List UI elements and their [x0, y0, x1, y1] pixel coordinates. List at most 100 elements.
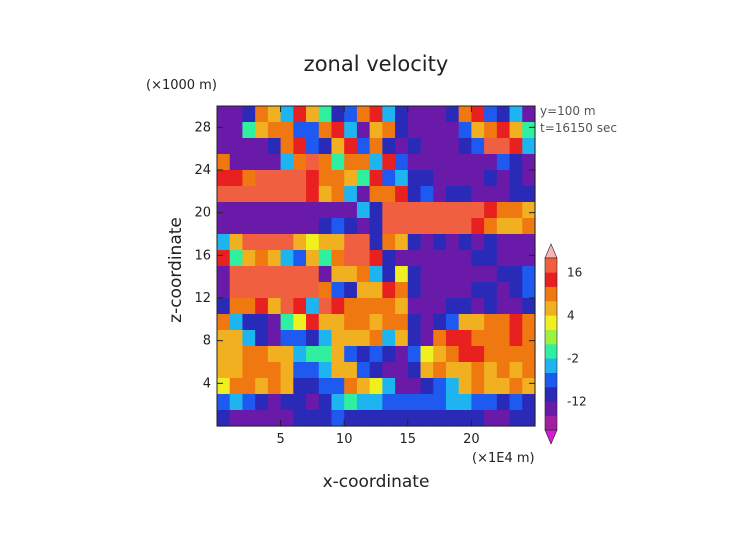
heatmap-cell [433, 330, 447, 347]
heatmap-cell [382, 346, 396, 363]
heatmap-cell [242, 282, 256, 299]
heatmap-cell [458, 154, 472, 171]
heatmap-cell [433, 186, 447, 203]
heatmap-cell [522, 138, 536, 155]
heatmap-cell [369, 234, 383, 251]
heatmap-cell [344, 314, 358, 331]
heatmap-cell [369, 170, 383, 187]
heatmap-cell [407, 282, 422, 299]
x-tick-label: 10 [336, 432, 353, 447]
heatmap-cell [522, 154, 536, 171]
heatmap-cell [369, 250, 383, 267]
heatmap-cell [382, 266, 396, 283]
heatmap-cell [229, 154, 244, 171]
heatmap-cell [522, 378, 536, 395]
heatmap-cell [229, 362, 244, 379]
heatmap-cell [395, 282, 409, 299]
heatmap-cell [267, 314, 282, 331]
heatmap-cell [458, 394, 472, 411]
heatmap-cell [318, 106, 333, 123]
heatmap-cell [331, 378, 345, 395]
heatmap-cell [420, 154, 434, 171]
heatmap-cell [293, 410, 307, 427]
heatmap-cell [229, 218, 244, 235]
heatmap-cell [280, 298, 294, 315]
heatmap-cell [509, 330, 523, 347]
heatmap-cell [356, 106, 371, 123]
heatmap-cell [280, 202, 294, 219]
heatmap-cell [369, 154, 383, 171]
heatmap-cell [445, 218, 460, 235]
heatmap-cell [242, 218, 256, 235]
heatmap-cell [496, 378, 511, 395]
heatmap-cell [306, 218, 320, 235]
heatmap-cell [382, 122, 396, 139]
colorbar-segment [545, 344, 557, 359]
heatmap-field [217, 106, 536, 427]
heatmap-cell [306, 154, 320, 171]
heatmap-cell [267, 346, 282, 363]
heatmap-cell [382, 282, 396, 299]
colorbar-tick-label: -12 [567, 394, 587, 408]
heatmap-cell [484, 138, 498, 155]
heatmap-cell [484, 234, 498, 251]
heatmap-cell [318, 266, 333, 283]
y-tick-label: 16 [194, 248, 211, 263]
heatmap-cell [356, 202, 371, 219]
heatmap-cell [496, 410, 511, 427]
heatmap-cell [369, 266, 383, 283]
heatmap-cell [280, 314, 294, 331]
heatmap-cell [509, 170, 523, 187]
heatmap-cell [395, 154, 409, 171]
heatmap-cell [433, 154, 447, 171]
heatmap-cell [242, 410, 256, 427]
heatmap-cell [407, 266, 422, 283]
heatmap-cell [344, 202, 358, 219]
heatmap-cell [395, 330, 409, 347]
heatmap-cell [280, 250, 294, 267]
heatmap-cell [242, 234, 256, 251]
heatmap-cell [407, 122, 422, 139]
heatmap-cell [356, 138, 371, 155]
heatmap-cell [217, 362, 231, 379]
heatmap-cell [318, 250, 333, 267]
heatmap-cell [255, 170, 269, 187]
heatmap-cell [471, 250, 485, 267]
heatmap-cell [509, 202, 523, 219]
heatmap-cell [420, 410, 434, 427]
heatmap-cell [395, 266, 409, 283]
heatmap-cell [229, 314, 244, 331]
colorbar-tick-label: 16 [567, 265, 582, 279]
heatmap-cell [217, 330, 231, 347]
heatmap-cell [229, 266, 244, 283]
heatmap-cell [293, 218, 307, 235]
heatmap-cell [445, 282, 460, 299]
heatmap-cell [318, 186, 333, 203]
heatmap-cell [356, 266, 371, 283]
heatmap-cell [255, 346, 269, 363]
heatmap-cell [369, 394, 383, 411]
heatmap-cell [509, 234, 523, 251]
heatmap-cell [496, 330, 511, 347]
heatmap-cell [293, 234, 307, 251]
heatmap-cell [407, 330, 422, 347]
heatmap-cell [318, 202, 333, 219]
heatmap-cell [356, 122, 371, 139]
heatmap-cell [458, 106, 472, 123]
heatmap-cell [331, 186, 345, 203]
heatmap-cell [242, 154, 256, 171]
heatmap-cell [217, 122, 231, 139]
heatmap-cell [293, 282, 307, 299]
heatmap-cell [382, 410, 396, 427]
heatmap-cell [484, 266, 498, 283]
heatmap-cell [217, 266, 231, 283]
heatmap-cell [331, 202, 345, 219]
heatmap-cell [229, 202, 244, 219]
heatmap-cell [433, 218, 447, 235]
heatmap-cell [471, 298, 485, 315]
heatmap-cell [420, 330, 434, 347]
heatmap-cell [496, 282, 511, 299]
heatmap-cell [318, 282, 333, 299]
heatmap-cell [496, 202, 511, 219]
